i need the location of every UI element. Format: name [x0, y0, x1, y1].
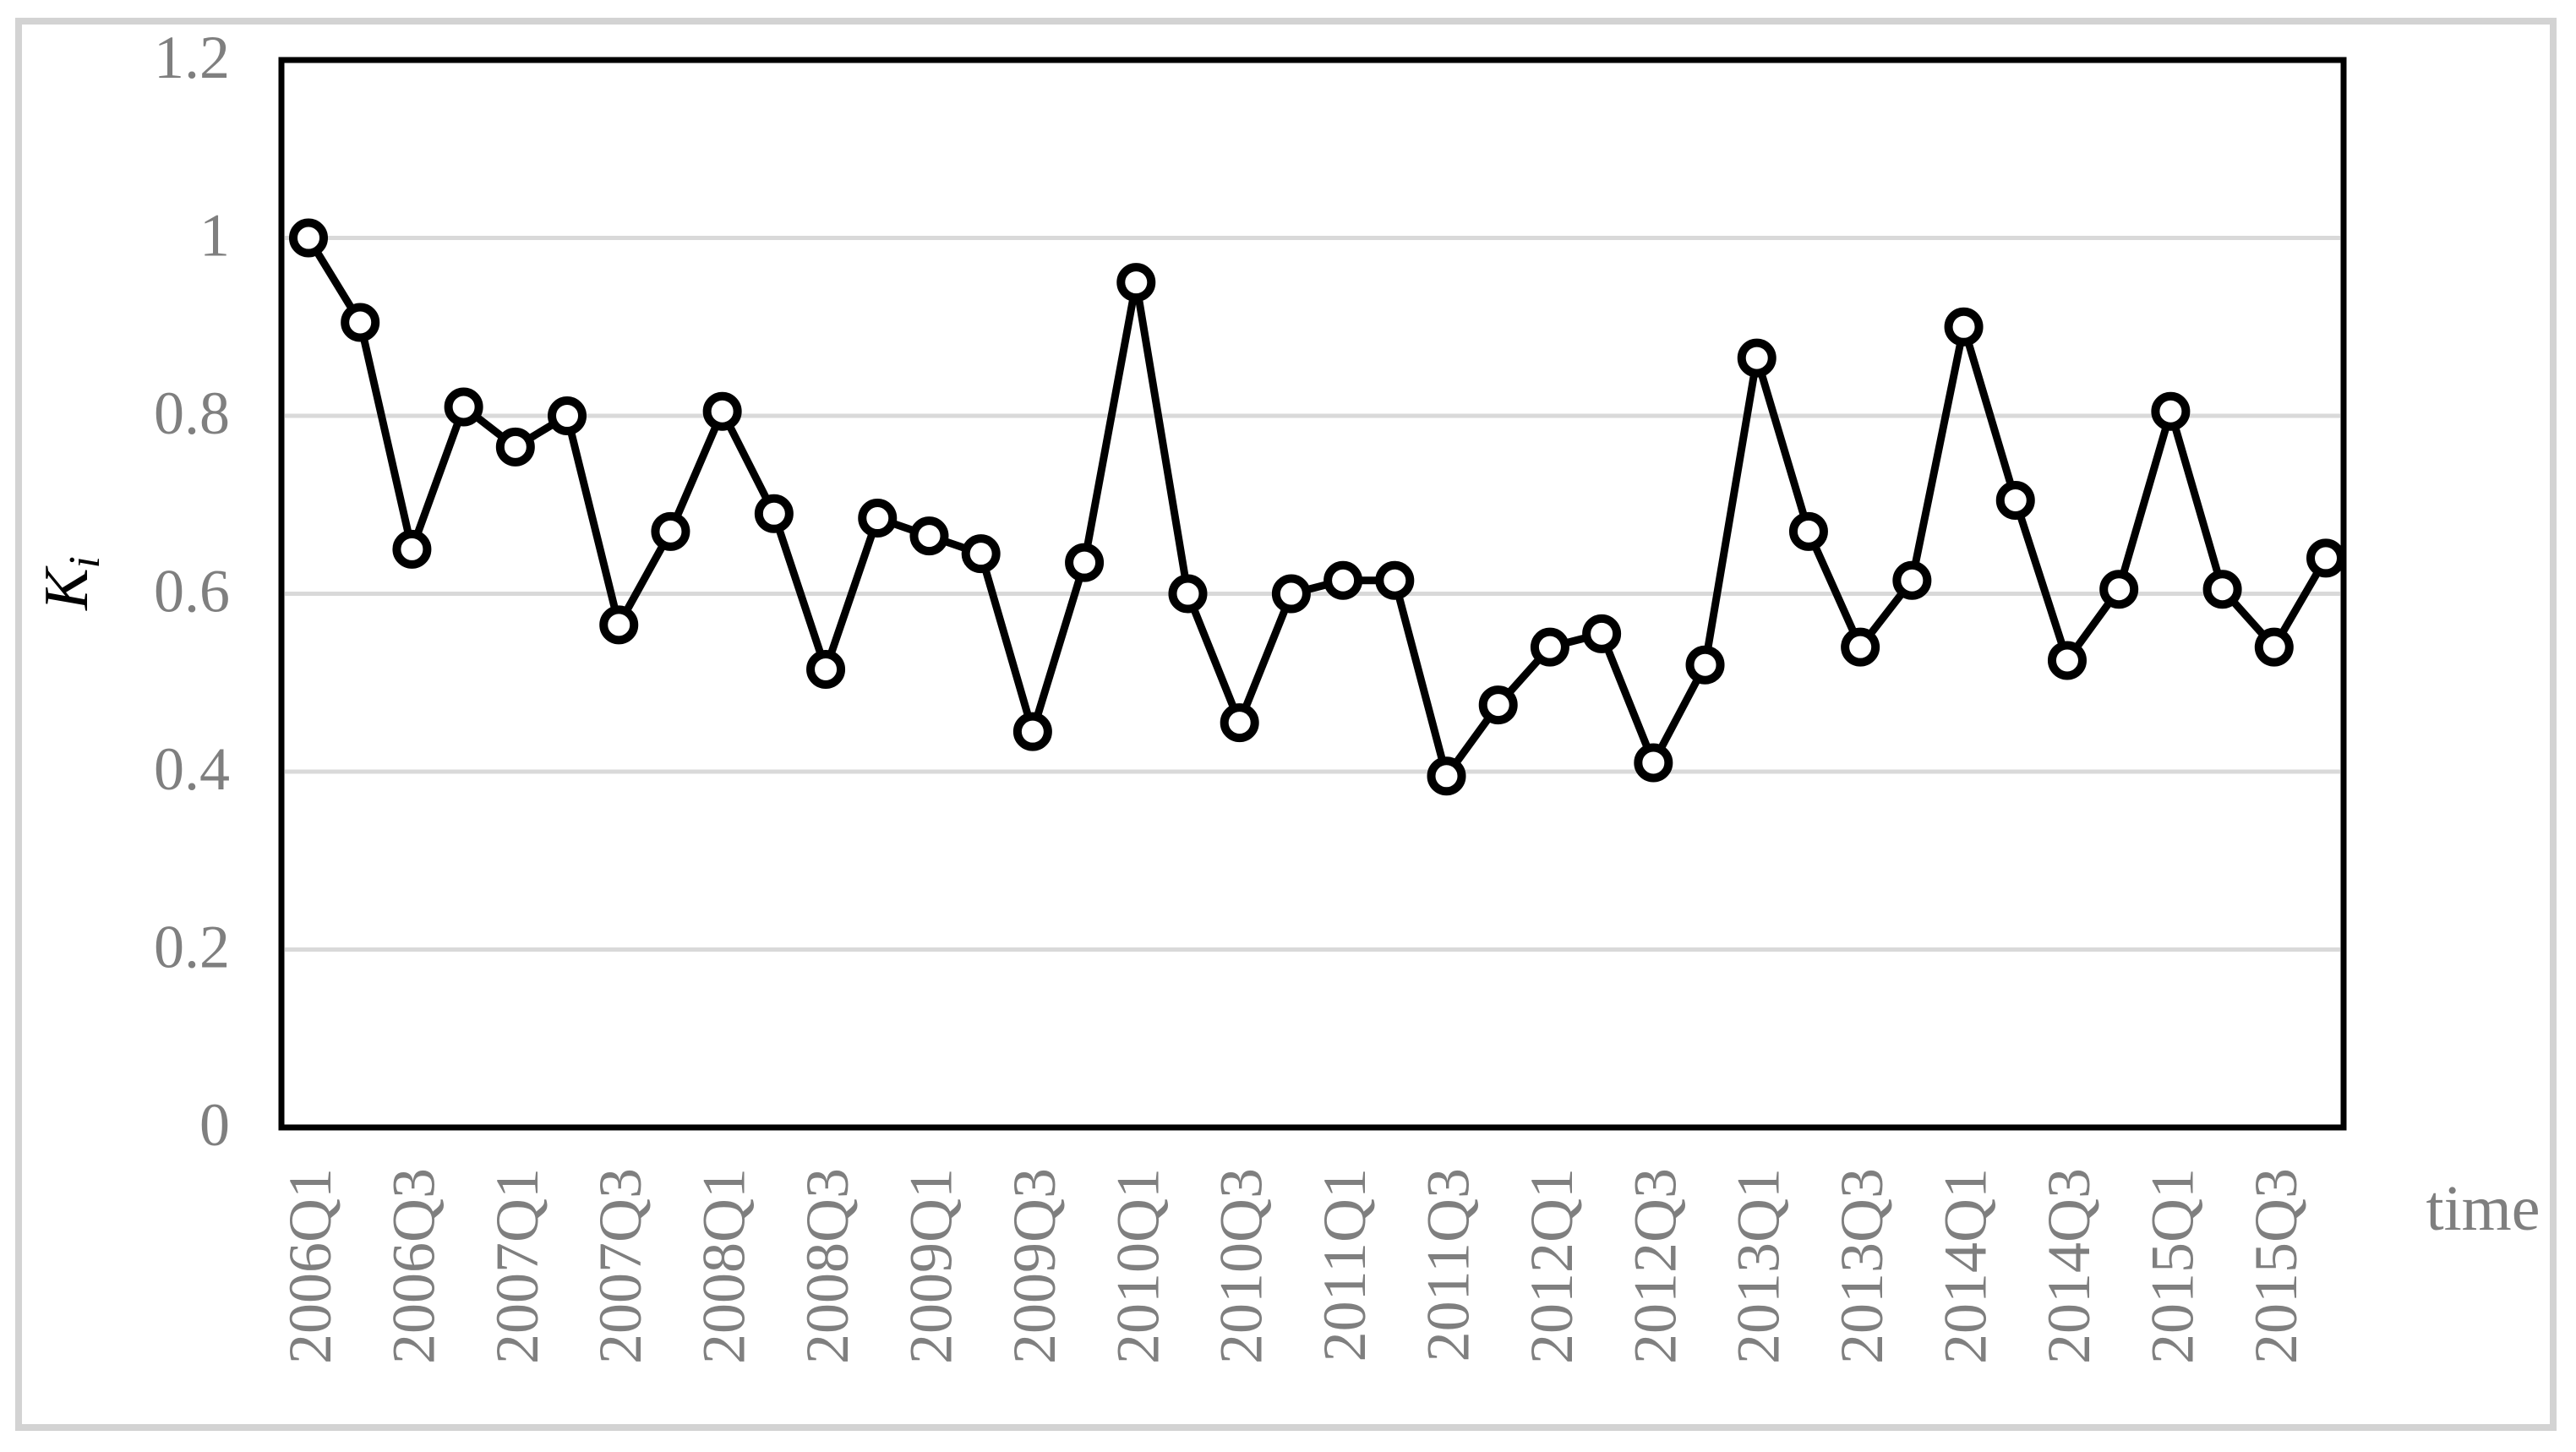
y-tick-label-0.8: 0.8: [154, 379, 230, 447]
data-point-2012Q1: [1530, 627, 1569, 667]
x-axis-title: time: [2426, 1173, 2540, 1244]
x-tick-label-2006Q1: 2006Q1: [276, 1168, 344, 1364]
data-point-2012Q3: [1634, 743, 1673, 783]
data-point-2006Q2: [341, 303, 380, 342]
y-axis-tick-labels: 0 0.2 0.4 0.6 0.8 1 1.2: [154, 24, 230, 1159]
data-point-2015Q2: [2202, 570, 2242, 609]
data-point-2011Q3: [1427, 756, 1466, 796]
data-point-2006Q3: [392, 529, 432, 569]
data-point-2007Q1: [495, 427, 535, 467]
data-point-2013Q3: [1841, 627, 1880, 667]
x-tick-label-2010Q3: 2010Q3: [1208, 1168, 1275, 1364]
y-tick-label-0.2: 0.2: [154, 914, 230, 981]
data-point-2012Q4: [1685, 645, 1725, 685]
data-point-2009Q4: [1065, 543, 1105, 582]
x-tick-label-2015Q3: 2015Q3: [2242, 1168, 2310, 1364]
y-tick-label-0: 0: [199, 1091, 230, 1159]
gridlines: [285, 236, 2340, 952]
data-point-2008Q1: [702, 391, 742, 431]
x-tick-label-2009Q1: 2009Q1: [897, 1168, 964, 1364]
x-tick-label-2011Q1: 2011Q1: [1311, 1168, 1378, 1362]
x-tick-label-2014Q3: 2014Q3: [2035, 1168, 2103, 1364]
data-point-2010Q4: [1271, 574, 1311, 614]
data-point-2011Q1: [1323, 560, 1363, 600]
data-point-2014Q4: [2099, 570, 2139, 609]
x-tick-label-2011Q3: 2011Q3: [1415, 1168, 1482, 1362]
x-tick-label-2009Q3: 2009Q3: [1001, 1168, 1068, 1364]
data-point-2007Q3: [599, 605, 639, 645]
x-tick-label-2010Q1: 2010Q1: [1104, 1168, 1171, 1364]
data-point-2012Q2: [1582, 614, 1622, 653]
data-point-2008Q3: [806, 649, 846, 689]
x-tick-label-2013Q3: 2013Q3: [1828, 1168, 1896, 1364]
data-point-2013Q1: [1737, 338, 1776, 378]
y-axis-title: Ki: [32, 556, 109, 611]
data-point-2010Q1: [1116, 263, 1156, 303]
series: [289, 218, 2345, 796]
y-axis-title-subscript: i: [61, 556, 109, 568]
data-point-2007Q4: [651, 511, 690, 551]
data-point-2011Q2: [1375, 560, 1415, 600]
data-point-2009Q3: [1012, 712, 1052, 751]
data-point-2011Q4: [1478, 685, 1518, 725]
x-tick-label-2006Q3: 2006Q3: [379, 1168, 447, 1364]
y-tick-label-0.4: 0.4: [154, 735, 230, 803]
data-point-2006Q4: [444, 387, 483, 427]
data-point-2014Q1: [1944, 307, 1984, 347]
x-tick-label-2014Q1: 2014Q1: [1932, 1168, 2000, 1364]
x-tick-label-2015Q1: 2015Q1: [2138, 1168, 2206, 1364]
data-point-2010Q2: [1168, 574, 1208, 614]
data-point-2009Q2: [961, 534, 1001, 574]
data-point-2013Q4: [1892, 560, 1932, 600]
data-point-2006Q1: [289, 218, 328, 258]
x-axis-tick-labels: 2006Q1 2006Q3 2007Q1 2007Q3 2008Q1 2008Q3 2009…: [276, 1168, 2310, 1364]
x-tick-label-2007Q3: 2007Q3: [587, 1168, 654, 1364]
data-point-2008Q4: [858, 499, 898, 538]
series-line-Ki: [304, 234, 2330, 780]
data-point-2014Q2: [1995, 480, 2035, 520]
data-point-2008Q2: [754, 494, 794, 533]
data-point-2015Q1: [2151, 391, 2191, 431]
y-tick-label-0.6: 0.6: [154, 558, 230, 625]
y-tick-label-1.2: 1.2: [154, 24, 230, 91]
x-tick-label-2008Q1: 2008Q1: [690, 1168, 758, 1364]
figure-border: [15, 18, 2557, 1431]
x-tick-label-2012Q3: 2012Q3: [1621, 1168, 1689, 1364]
x-tick-label-2013Q1: 2013Q1: [1725, 1168, 1793, 1364]
data-point-2007Q2: [548, 396, 587, 435]
data-point-2013Q2: [1788, 511, 1828, 551]
data-point-2010Q3: [1220, 703, 1259, 743]
y-tick-label-1: 1: [199, 202, 230, 270]
data-point-2015Q4: [2306, 538, 2345, 578]
data-point-2015Q3: [2254, 627, 2294, 667]
y-axis-title-main: K: [32, 565, 101, 611]
x-tick-label-2012Q1: 2012Q1: [1518, 1168, 1585, 1364]
x-tick-label-2008Q3: 2008Q3: [794, 1168, 861, 1364]
data-point-2009Q1: [909, 516, 949, 556]
data-point-2014Q3: [2047, 641, 2087, 680]
x-tick-label-2007Q1: 2007Q1: [483, 1168, 551, 1364]
